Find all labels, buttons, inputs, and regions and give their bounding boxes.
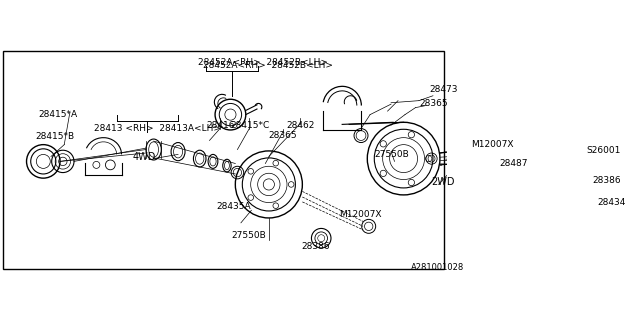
Text: 28413 <RH>  28413A<LH>: 28413 <RH> 28413A<LH> <box>94 124 221 133</box>
Text: 28365: 28365 <box>419 99 447 108</box>
Text: 27550B: 27550B <box>374 149 409 158</box>
Text: 28415*C: 28415*C <box>230 121 269 130</box>
Text: 4WD: 4WD <box>132 152 156 162</box>
Text: 27550B: 27550B <box>232 231 267 240</box>
Text: M12007X: M12007X <box>471 140 514 149</box>
Text: M12007X: M12007X <box>339 210 382 219</box>
Text: 28386: 28386 <box>301 242 330 252</box>
Text: 28386: 28386 <box>592 176 621 185</box>
Text: 28434: 28434 <box>598 198 626 207</box>
Text: 28415*A: 28415*A <box>38 110 77 119</box>
Text: 28452A<RH>  28452B<LH>: 28452A<RH> 28452B<LH> <box>198 58 328 67</box>
Text: 28416: 28416 <box>206 121 234 130</box>
Text: A281001028: A281001028 <box>411 263 464 272</box>
Text: 28473: 28473 <box>429 84 458 93</box>
Text: 28487: 28487 <box>499 159 528 168</box>
Text: 28452A<RH>  28452B<LH>: 28452A<RH> 28452B<LH> <box>202 61 333 70</box>
Text: 2WD: 2WD <box>431 178 455 188</box>
Text: 28415*B: 28415*B <box>35 132 74 141</box>
Text: S26001: S26001 <box>587 146 621 155</box>
Text: 28435A: 28435A <box>216 202 251 211</box>
Text: 28365: 28365 <box>269 131 298 140</box>
Text: 28462: 28462 <box>286 121 315 130</box>
